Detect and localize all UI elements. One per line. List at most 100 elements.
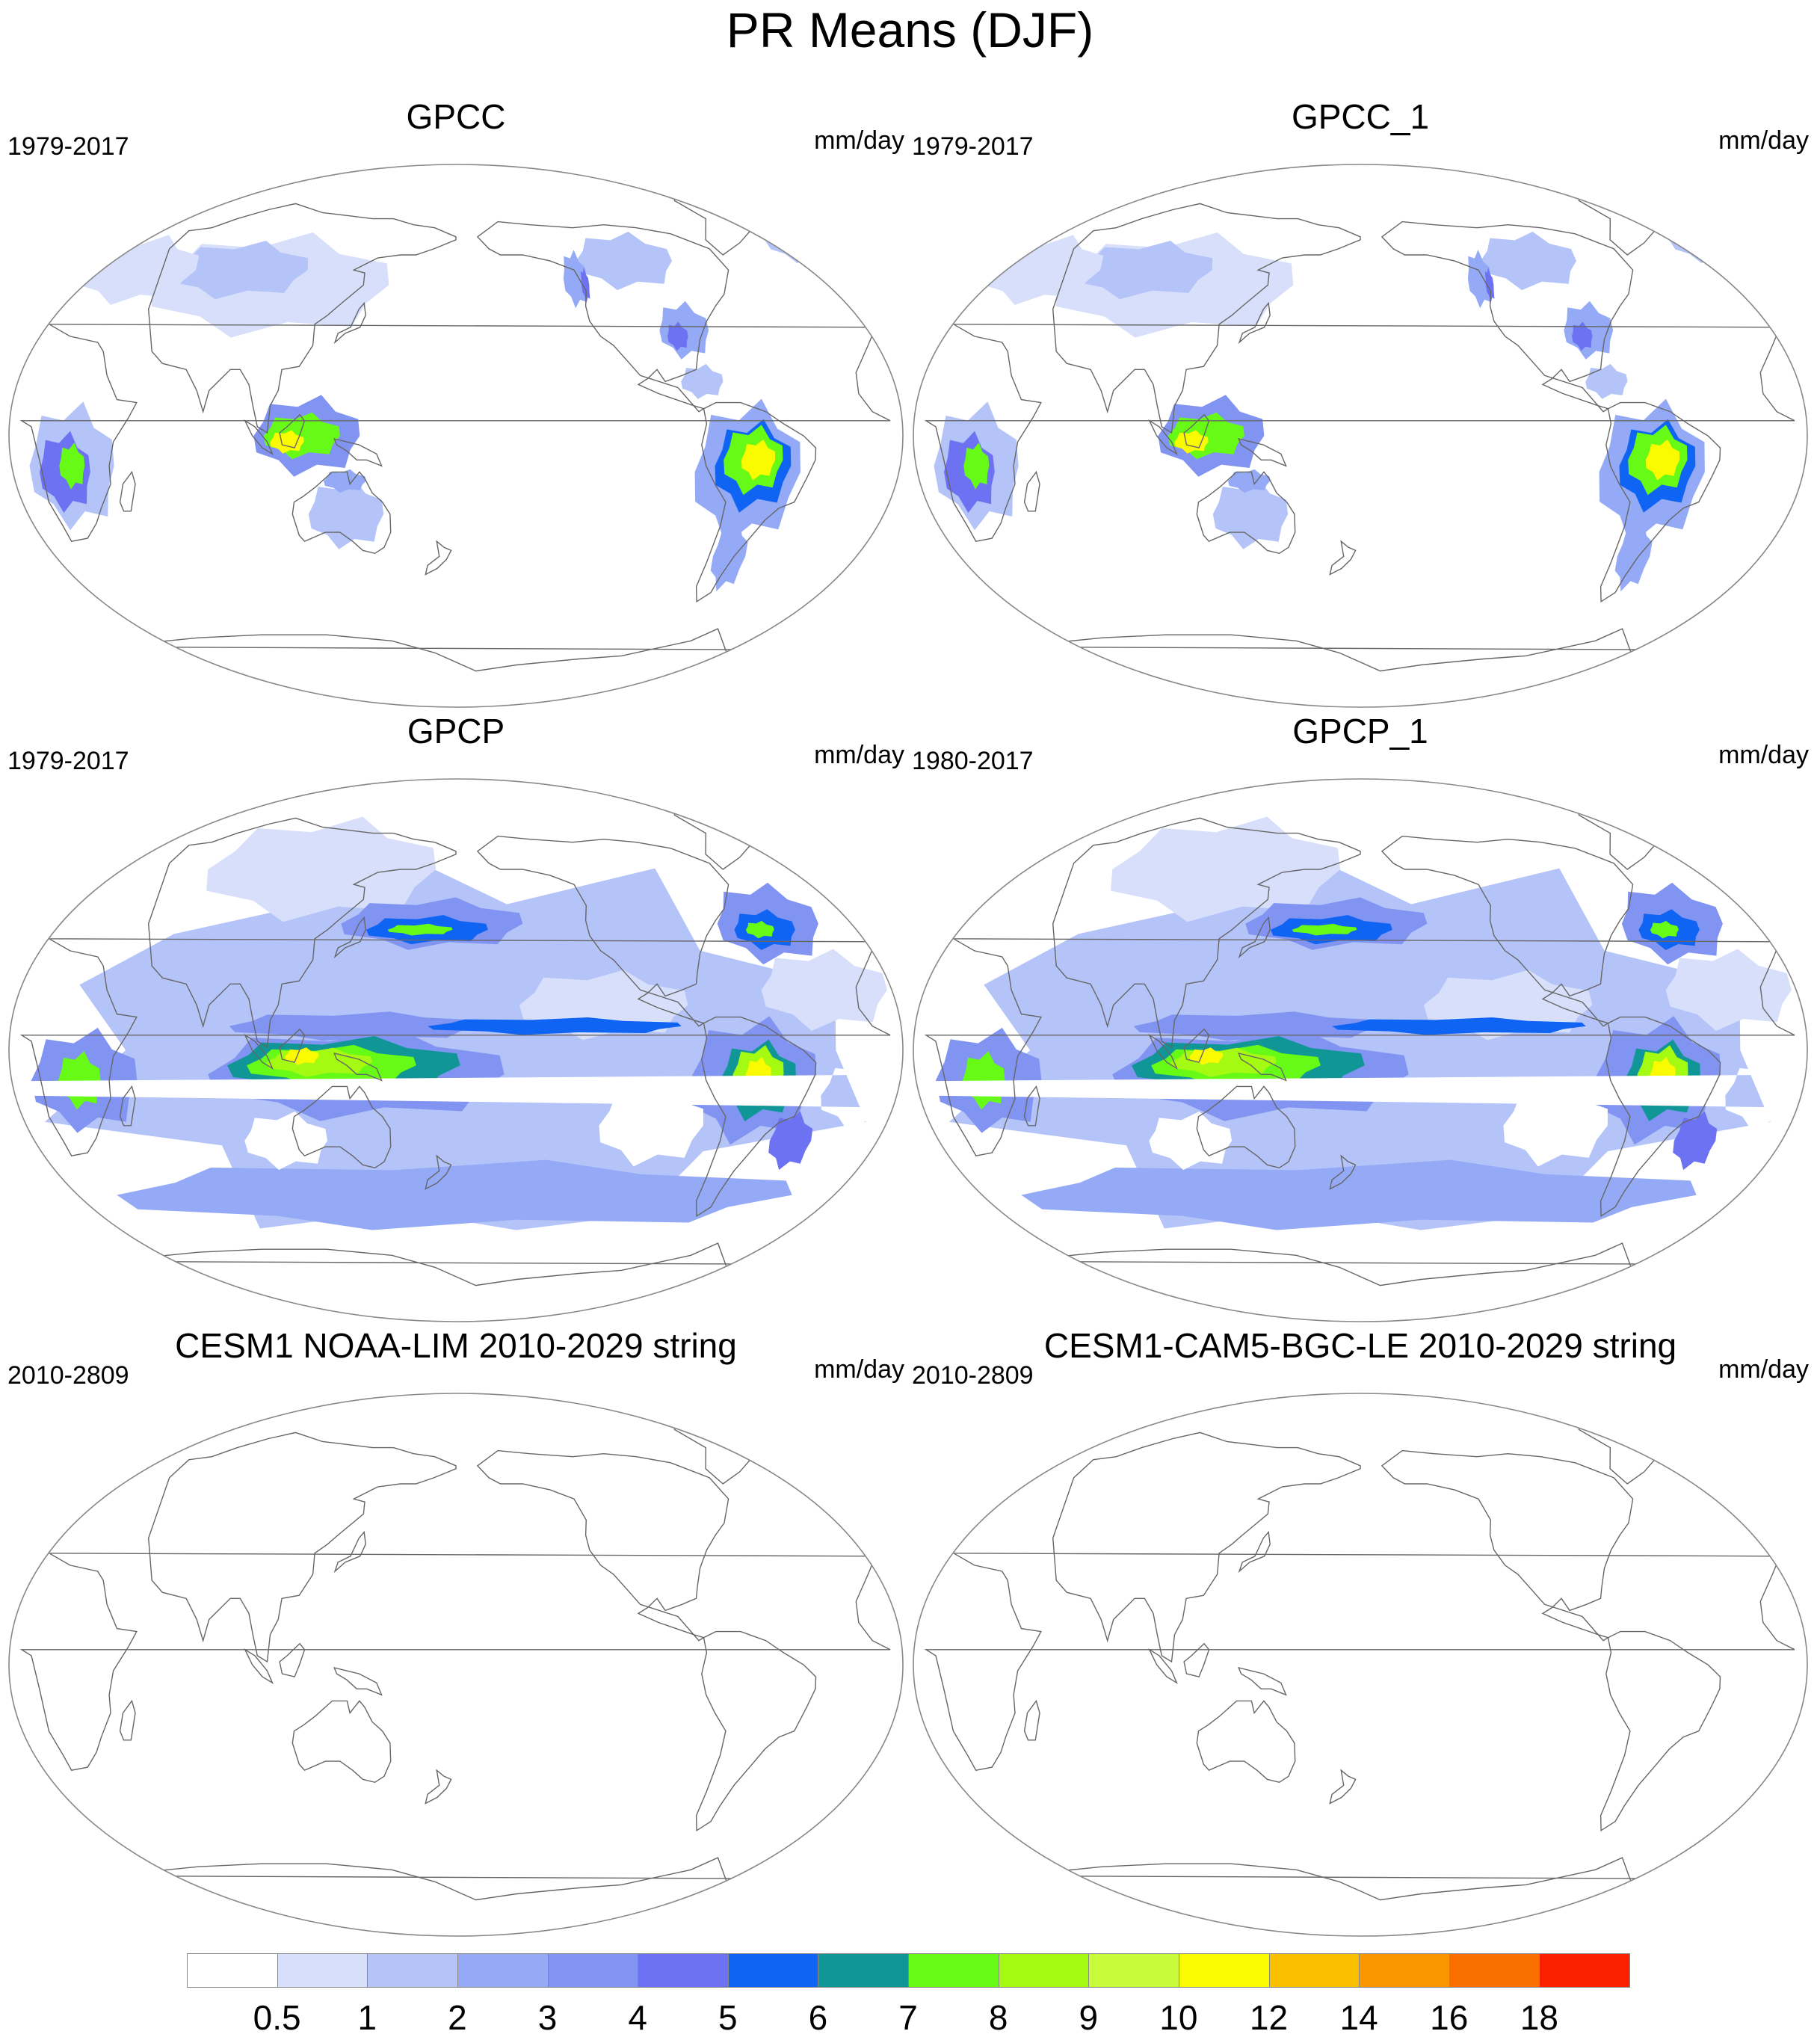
panel-title: GPCC_1 xyxy=(1291,97,1430,136)
colorbar-label: 2 xyxy=(448,1998,467,2037)
robinson-map xyxy=(8,778,904,1322)
colorbar-box xyxy=(1268,1953,1360,1988)
colorbar-box xyxy=(1539,1953,1630,1988)
colorbar-box xyxy=(547,1953,639,1988)
precip-contour xyxy=(117,1159,792,1230)
precip-contour xyxy=(1645,439,1680,481)
panel-units: mm/day xyxy=(814,126,904,155)
coastline xyxy=(476,221,729,413)
map-border xyxy=(8,1393,904,1937)
precip-contour xyxy=(1228,469,1271,493)
colorbar-label: 12 xyxy=(1249,1998,1289,2037)
coastline xyxy=(978,1242,1717,1316)
precip-contour xyxy=(1021,1159,1697,1230)
precip-contour xyxy=(761,949,887,1031)
map-border xyxy=(8,164,904,708)
coastline xyxy=(1238,1052,1287,1082)
precip-contour xyxy=(206,816,437,922)
colorbar-label: 6 xyxy=(808,1998,828,2037)
panel-units: mm/day xyxy=(814,1355,904,1384)
coastline xyxy=(1329,540,1357,576)
coastline xyxy=(1600,401,1721,603)
panel-title: GPCP xyxy=(407,712,505,751)
coastline xyxy=(1578,802,1667,870)
coastline xyxy=(673,1417,762,1485)
coastline xyxy=(119,470,136,512)
coastline xyxy=(978,1857,1717,1931)
coastline xyxy=(1329,1154,1357,1190)
precip-field xyxy=(924,188,1795,702)
coastline xyxy=(1238,1666,1287,1696)
precip-contour xyxy=(1076,241,1213,300)
precip-field xyxy=(19,188,891,702)
coastline xyxy=(425,540,452,576)
precip-contour xyxy=(1673,1111,1718,1171)
coastline xyxy=(1023,1699,1040,1741)
precip-contour xyxy=(963,443,990,490)
coastline xyxy=(279,413,306,449)
coastline xyxy=(244,1648,274,1684)
map-panel: CESM1 NOAA-LIM 2010-2029 string 2010-2809… xyxy=(7,1325,904,1938)
coastline xyxy=(695,1016,817,1218)
colorbar-box xyxy=(457,1953,549,1988)
coastline xyxy=(1183,413,1210,449)
colorbar-box xyxy=(638,1953,729,1988)
coastline xyxy=(19,324,891,542)
coastline xyxy=(147,817,457,1049)
coastline xyxy=(333,1530,366,1574)
colorbar-label: 0.5 xyxy=(253,1998,301,2037)
robinson-map xyxy=(913,1393,1808,1937)
precip-contour xyxy=(1111,816,1341,922)
colorbar-label: 9 xyxy=(1079,1998,1099,2037)
panel-title: CESM1-CAM5-BGC-LE 2010-2029 string xyxy=(1043,1326,1677,1365)
coastline xyxy=(1578,1417,1667,1485)
panel-title: GPCP_1 xyxy=(1292,712,1428,751)
precip-contour xyxy=(1572,321,1593,351)
coastline xyxy=(924,1553,1795,1771)
colorbar-box xyxy=(277,1953,368,1988)
coastline xyxy=(1578,188,1667,256)
coastline xyxy=(1329,1769,1357,1805)
precip-contour xyxy=(428,1017,682,1035)
colorbar-box xyxy=(1449,1953,1540,1988)
precip-contour xyxy=(229,1011,484,1041)
precip-contour xyxy=(1133,1011,1388,1041)
figure-title: PR Means (DJF) xyxy=(726,2,1094,58)
map-panel: GPCP_1 1980-2017 mm/day xyxy=(912,710,1809,1323)
coastline xyxy=(1238,437,1287,467)
precip-contour xyxy=(1480,231,1576,291)
precip-contour xyxy=(599,1085,703,1167)
precip-contour xyxy=(1332,1017,1586,1035)
coastline xyxy=(695,401,817,603)
colorbar-box xyxy=(998,1953,1090,1988)
colorbar-label: 14 xyxy=(1339,1998,1378,2037)
coastline xyxy=(425,1154,452,1190)
precip-contour xyxy=(1292,923,1357,936)
map-border xyxy=(913,164,1808,708)
panel-period: 1979-2017 xyxy=(7,132,129,161)
coastline xyxy=(1183,1028,1210,1063)
coastline xyxy=(1238,301,1271,345)
colorbar-label: 1 xyxy=(357,1998,377,2037)
coastline xyxy=(119,1085,136,1127)
coastline xyxy=(1754,874,1770,901)
coastline xyxy=(333,916,366,959)
coastline xyxy=(850,874,866,901)
precip-contour xyxy=(171,241,309,300)
map-border xyxy=(913,778,1808,1322)
precip-contour xyxy=(1189,1047,1224,1065)
coastline xyxy=(333,1052,383,1082)
coastline xyxy=(476,835,729,1027)
precip-field xyxy=(19,1417,891,1931)
robinson-map xyxy=(913,778,1808,1322)
precip-contour xyxy=(285,1047,319,1065)
coastline xyxy=(1381,1449,1634,1642)
colorbar-label: 5 xyxy=(718,1998,738,2037)
panel-title: CESM1 NOAA-LIM 2010-2029 string xyxy=(175,1326,737,1365)
precip-field xyxy=(918,802,1801,1316)
precip-contour xyxy=(745,920,774,939)
precip-contour xyxy=(667,321,688,351)
coastline xyxy=(1052,817,1361,1049)
coastline xyxy=(850,259,866,286)
precip-contour xyxy=(324,469,366,493)
